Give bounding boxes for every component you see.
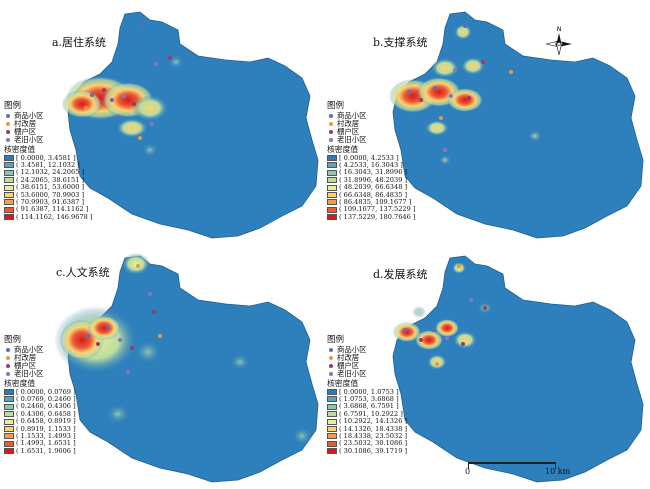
legend-point: 老旧小区 bbox=[327, 369, 407, 378]
point-symbol-icon bbox=[329, 129, 333, 134]
legend-point: 棚户区 bbox=[4, 361, 76, 370]
legend-point: 商品小区 bbox=[327, 111, 415, 120]
legend-heading: 图例 bbox=[327, 101, 345, 111]
legend-point: 村改居 bbox=[327, 119, 415, 128]
point-symbol-icon bbox=[6, 113, 10, 118]
panel-title: a.居住系统 bbox=[52, 36, 107, 49]
point-symbol-icon bbox=[6, 137, 10, 142]
north-label: N bbox=[557, 25, 562, 33]
kernel-density-map bbox=[389, 11, 644, 239]
point-symbol-icon bbox=[329, 355, 333, 360]
kernel-density-map bbox=[62, 11, 319, 239]
point-symbol-icon bbox=[329, 363, 333, 368]
point-symbol-icon bbox=[6, 129, 10, 134]
map-panel-development: d.发展系统 图例 商品小区 村改居 棚户区 老旧小区 核密度值 [ 0.000… bbox=[325, 244, 650, 488]
legend-point: 老旧小区 bbox=[4, 369, 76, 378]
panel-title: b.支撑系统 bbox=[373, 36, 428, 49]
legend-point: 村改居 bbox=[4, 353, 76, 362]
map-legend: 图例 商品小区 村改居 棚户区 老旧小区 核密度值 [ 0.0000, 3.45… bbox=[4, 101, 93, 221]
scale-start-label: 0 bbox=[465, 467, 471, 476]
community-points bbox=[86, 264, 162, 374]
north-arrow-icon: N bbox=[543, 24, 575, 62]
map-legend: 图例 商品小区 村改居 棚户区 老旧小区 核密度值 [ 0.0000, 1.07… bbox=[327, 335, 408, 455]
point-symbol-icon bbox=[6, 121, 10, 126]
panel-title: c.人文系统 bbox=[56, 266, 110, 279]
point-symbol-icon bbox=[6, 363, 10, 368]
point-symbol-icon bbox=[329, 121, 333, 126]
district-boundary bbox=[392, 255, 644, 483]
legend-point: 商品小区 bbox=[4, 345, 76, 354]
point-symbol-icon bbox=[329, 113, 333, 118]
scale-end-label: 10 km bbox=[545, 467, 571, 476]
scale-bar: 0 10 km bbox=[465, 455, 570, 485]
legend-point: 棚户区 bbox=[327, 361, 407, 370]
density-heading: 核密度值 bbox=[327, 144, 359, 154]
legend-heading: 图例 bbox=[4, 335, 22, 345]
point-symbol-icon bbox=[6, 355, 10, 360]
map-panel-support: b.支撑系统 图例 商品小区 村改居 棚户区 老旧小区 核密度值 [ 0.000… bbox=[325, 0, 650, 244]
density-heading: 核密度值 bbox=[4, 378, 36, 388]
legend-point: 商品小区 bbox=[4, 111, 92, 120]
density-heading: 核密度值 bbox=[4, 144, 36, 154]
legend-heading: 图例 bbox=[4, 101, 22, 111]
point-symbol-icon bbox=[329, 347, 333, 352]
community-points bbox=[84, 24, 172, 140]
legend-point: 棚户区 bbox=[4, 127, 92, 136]
map-legend: 图例 商品小区 村改居 棚户区 老旧小区 核密度值 [ 0.0000, 0.07… bbox=[4, 335, 76, 455]
point-symbol-icon bbox=[329, 371, 333, 376]
legend-point: 老旧小区 bbox=[4, 135, 92, 144]
legend-heading: 图例 bbox=[327, 335, 345, 345]
kernel-density-map bbox=[54, 253, 319, 483]
legend-point: 村改居 bbox=[327, 353, 407, 362]
map-legend: 图例 商品小区 村改居 棚户区 老旧小区 核密度值 [ 0.0000, 4.25… bbox=[327, 101, 416, 221]
legend-point: 棚户区 bbox=[327, 127, 415, 136]
community-points bbox=[403, 264, 487, 366]
point-symbol-icon bbox=[6, 347, 10, 352]
point-symbol-icon bbox=[329, 137, 333, 142]
legend-point: 老旧小区 bbox=[327, 135, 415, 144]
density-heading: 核密度值 bbox=[327, 378, 359, 388]
map-panel-humanities: c.人文系统 图例 商品小区 村改居 棚户区 老旧小区 核密度值 [ 0.000… bbox=[0, 244, 325, 488]
panel-title: d.发展系统 bbox=[373, 268, 428, 281]
kernel-density-map bbox=[392, 255, 644, 483]
community-points bbox=[407, 24, 513, 152]
point-symbol-icon bbox=[6, 371, 10, 376]
legend-point: 商品小区 bbox=[327, 345, 407, 354]
map-panel-residential: a.居住系统 图例 商品小区 村改居 棚户区 老旧小区 核密度值 [ 0.000… bbox=[0, 0, 325, 244]
legend-point: 村改居 bbox=[4, 119, 92, 128]
